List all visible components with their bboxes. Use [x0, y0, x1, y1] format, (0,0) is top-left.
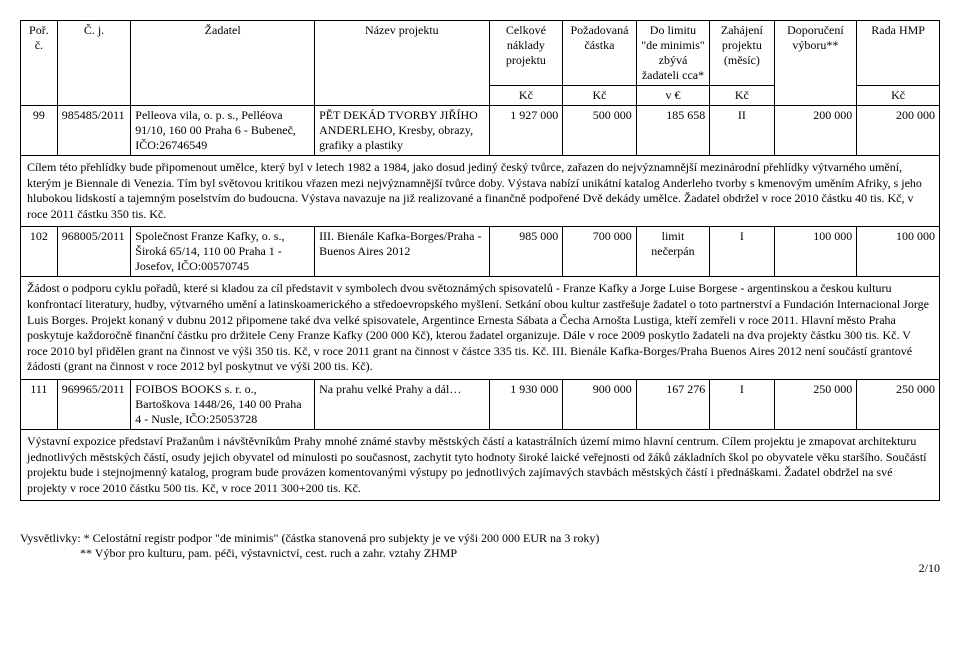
cell-desc: Cílem této přehlídky bude připomenout um… — [21, 156, 940, 227]
grants-table: Poř. č. Č. j. Žadatel Název projektu Cel… — [20, 20, 940, 501]
cell-naklady: 1 930 000 — [489, 379, 563, 429]
col-doporuceni: Doporučení výboru** — [774, 21, 857, 106]
cell-nazev: Na prahu velké Prahy a dál… — [315, 379, 490, 429]
cell-rada: 100 000 — [857, 227, 940, 277]
cell-desc: Výstavní expozice představí Pražanům i n… — [21, 429, 940, 500]
col-por: Poř. č. — [21, 21, 58, 106]
cell-pozadovana: 700 000 — [563, 227, 637, 277]
cell-cj: 969965/2011 — [57, 379, 131, 429]
unit-kc-2: Kč — [563, 86, 637, 106]
cell-zahajeni: I — [710, 379, 774, 429]
col-rada: Rada HMP — [857, 21, 940, 86]
cell-zahajeni: I — [710, 227, 774, 277]
table-row: 102 968005/2011 Společnost Franze Kafky,… — [21, 227, 940, 277]
unit-kc-3: Kč — [710, 86, 774, 106]
cell-doporuceni: 250 000 — [774, 379, 857, 429]
cell-doporuceni: 200 000 — [774, 106, 857, 156]
header-row-1: Poř. č. Č. j. Žadatel Název projektu Cel… — [21, 21, 940, 86]
col-zadatel: Žadatel — [131, 21, 315, 106]
cell-pozadovana: 900 000 — [563, 379, 637, 429]
table-row-desc: Výstavní expozice představí Pražanům i n… — [21, 429, 940, 500]
cell-cj: 968005/2011 — [57, 227, 131, 277]
cell-zadatel: Pelleova vila, o. p. s., Pelléova 91/10,… — [131, 106, 315, 156]
page-number: 2/10 — [20, 561, 940, 576]
cell-limit: 167 276 — [636, 379, 710, 429]
unit-kc-4: Kč — [857, 86, 940, 106]
col-naklady: Celkové náklady projektu — [489, 21, 563, 86]
table-row: 99 985485/2011 Pelleova vila, o. p. s., … — [21, 106, 940, 156]
footnote-1: Vysvětlivky: * Celostátní registr podpor… — [20, 531, 940, 546]
col-cj: Č. j. — [57, 21, 131, 106]
col-nazev: Název projektu — [315, 21, 490, 106]
cell-zadatel: Společnost Franze Kafky, o. s., Široká 6… — [131, 227, 315, 277]
cell-naklady: 985 000 — [489, 227, 563, 277]
cell-por: 102 — [21, 227, 58, 277]
cell-naklady: 1 927 000 — [489, 106, 563, 156]
col-limit: Do limitu "de minimis" zbývá žadateli cc… — [636, 21, 710, 86]
cell-por: 99 — [21, 106, 58, 156]
cell-pozadovana: 500 000 — [563, 106, 637, 156]
cell-nazev: PĚT DEKÁD TVORBY JIŘÍHO ANDERLEHO, Kresb… — [315, 106, 490, 156]
unit-kc-1: Kč — [489, 86, 563, 106]
cell-rada: 250 000 — [857, 379, 940, 429]
cell-por: 111 — [21, 379, 58, 429]
cell-desc: Žádost o podporu cyklu pořadů, které si … — [21, 277, 940, 380]
cell-zahajeni: II — [710, 106, 774, 156]
unit-eur: v € — [636, 86, 710, 106]
col-pozadovana: Požadovaná částka — [563, 21, 637, 86]
table-row-desc: Žádost o podporu cyklu pořadů, které si … — [21, 277, 940, 380]
cell-limit: limit nečerpán — [636, 227, 710, 277]
footnote-2: ** Výbor pro kulturu, pam. péči, výstavn… — [20, 546, 940, 561]
footer: Vysvětlivky: * Celostátní registr podpor… — [20, 531, 940, 561]
cell-doporuceni: 100 000 — [774, 227, 857, 277]
table-row: 111 969965/2011 FOIBOS BOOKS s. r. o., B… — [21, 379, 940, 429]
col-zahajeni: Zahájení projektu (měsíc) — [710, 21, 774, 86]
cell-limit: 185 658 — [636, 106, 710, 156]
cell-nazev: III. Bienále Kafka-Borges/Praha - Buenos… — [315, 227, 490, 277]
table-row-desc: Cílem této přehlídky bude připomenout um… — [21, 156, 940, 227]
cell-cj: 985485/2011 — [57, 106, 131, 156]
cell-rada: 200 000 — [857, 106, 940, 156]
cell-zadatel: FOIBOS BOOKS s. r. o., Bartoškova 1448/2… — [131, 379, 315, 429]
